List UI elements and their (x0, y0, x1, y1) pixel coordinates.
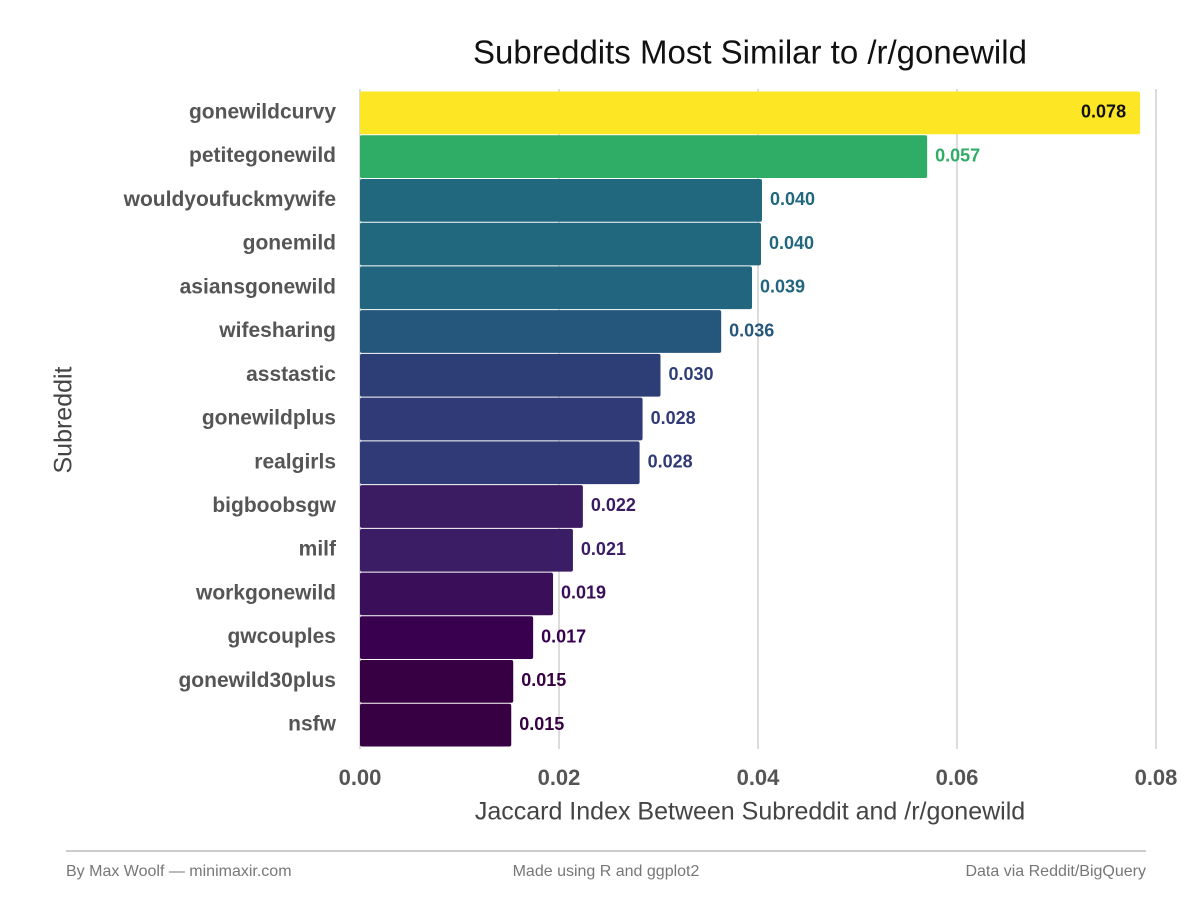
y-tick-label: gonewildcurvy (189, 100, 336, 123)
x-tick-label: 0.04 (737, 765, 781, 790)
bar (360, 441, 640, 485)
bar (360, 616, 534, 660)
bar (360, 178, 762, 222)
bar (360, 222, 761, 266)
y-tick-label: petitegonewild (189, 144, 336, 167)
y-tick-label: wouldyoufuckmywife (123, 188, 336, 211)
value-label: 0.021 (581, 539, 626, 559)
bar (360, 528, 573, 572)
footer-source: Data via Reddit/BigQuery (965, 863, 1146, 880)
bar (360, 266, 753, 310)
y-tick-label: gonemild (243, 232, 336, 255)
y-tick-label: workgonewild (195, 581, 336, 604)
footer-tool: Made using R and ggplot2 (513, 863, 700, 880)
bar (360, 135, 928, 178)
x-tick-label: 0.00 (339, 765, 382, 790)
y-tick-label: nsfw (288, 713, 337, 736)
bar (360, 353, 661, 397)
y-tick-label: gonewild30plus (178, 669, 336, 692)
x-tick-label: 0.06 (936, 765, 979, 790)
value-label: 0.036 (729, 320, 774, 340)
bar (360, 91, 1141, 135)
chart-title: Subreddits Most Similar to /r/gonewild (473, 34, 1027, 71)
bars: gonewildcurvy 0.078 petitegonewild 0.057 wou… (123, 91, 1141, 747)
x-tick-label: 0.08 (1135, 765, 1178, 790)
value-label: 0.078 (1081, 102, 1126, 122)
bar (360, 660, 514, 703)
y-tick-label: gwcouples (227, 625, 336, 648)
footer-author: By Max Woolf — minimaxir.com (66, 863, 292, 880)
bar (360, 310, 722, 353)
value-label: 0.022 (591, 495, 636, 515)
y-tick-label: wifesharing (218, 319, 336, 342)
value-label: 0.019 (561, 583, 606, 603)
value-label: 0.040 (769, 233, 814, 253)
bar (360, 572, 554, 616)
value-label: 0.015 (521, 670, 566, 690)
y-tick-label: realgirls (254, 450, 336, 473)
y-tick-label: milf (299, 538, 337, 561)
x-tick-label: 0.02 (538, 765, 581, 790)
y-tick-label: bigboobsgw (212, 494, 336, 517)
value-label: 0.028 (648, 451, 693, 471)
y-tick-label: asstastic (246, 363, 336, 386)
y-axis-label: Subreddit (50, 366, 78, 473)
value-label: 0.039 (760, 277, 805, 297)
bar (360, 703, 512, 747)
value-label: 0.040 (770, 189, 815, 209)
value-label: 0.030 (668, 364, 713, 384)
bar (360, 397, 643, 441)
x-axis-label: Jaccard Index Between Subreddit and /r/g… (475, 798, 1025, 826)
value-label: 0.015 (519, 714, 564, 734)
value-label: 0.028 (651, 408, 696, 428)
y-tick-label: gonewildplus (202, 407, 336, 430)
y-tick-label: asiansgonewild (180, 275, 336, 298)
value-label: 0.057 (935, 145, 980, 165)
value-label: 0.017 (541, 626, 586, 646)
bar (360, 485, 583, 528)
